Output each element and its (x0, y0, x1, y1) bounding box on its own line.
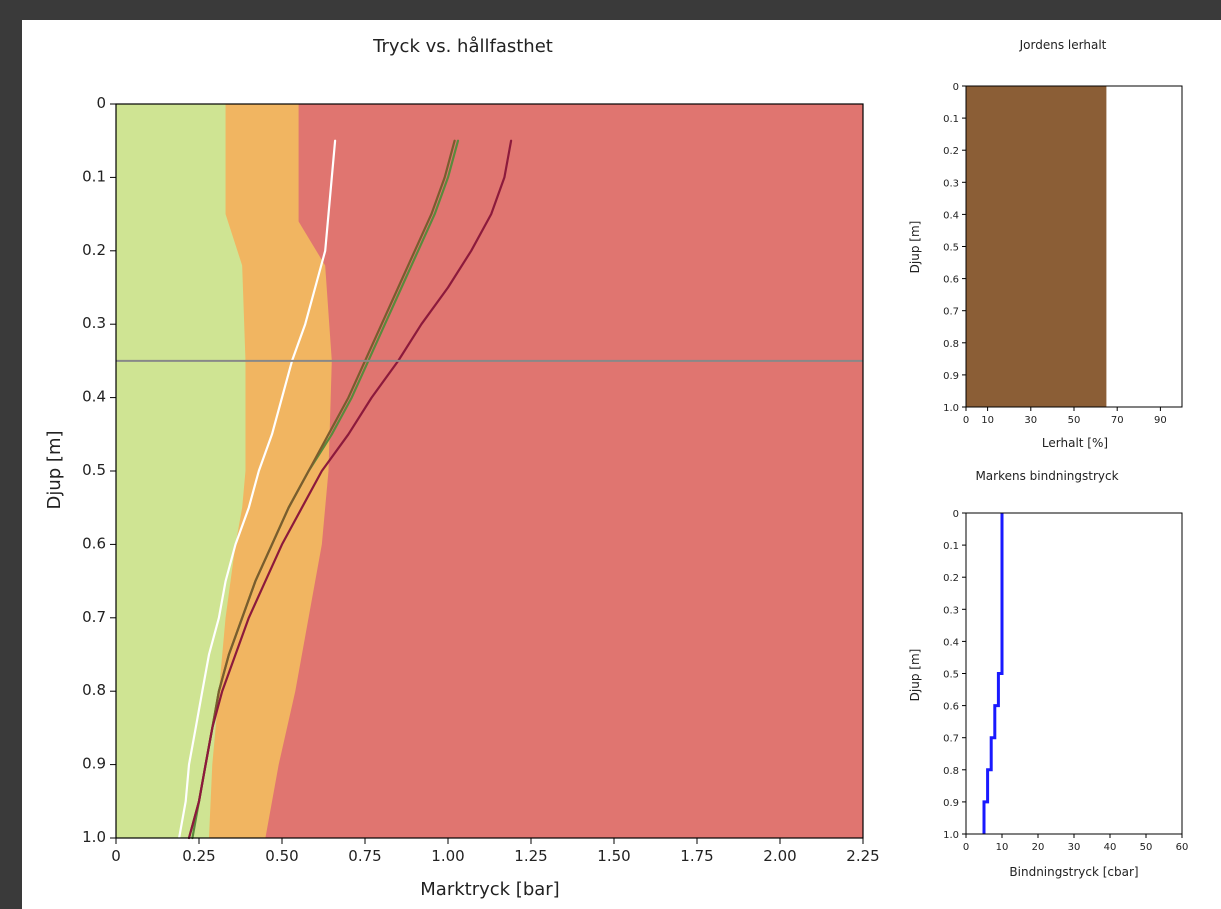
binding-x-tick-label: 0 (963, 842, 969, 853)
clay-x-tick-label: 50 (1068, 415, 1081, 426)
binding-y-tick-label: 0.9 (943, 798, 959, 809)
main-y-tick-label: 0.9 (82, 755, 106, 773)
clay-x-tick-label: 0 (963, 415, 969, 426)
clay-y-axis-label: Djup [m] (908, 221, 922, 274)
clay-y-tick-label: 0.2 (943, 146, 959, 157)
binding-y-tick-label: 0.4 (943, 637, 959, 648)
main-y-tick-label: 0.5 (82, 461, 106, 479)
binding-x-tick-label: 40 (1104, 842, 1117, 853)
binding-x-tick-label: 50 (1140, 842, 1153, 853)
main-x-ticks: 0 0.25 0.50 0.75 1.00 1.25 1.50 1.75 2.00 2.25 (111, 838, 879, 865)
binding-x-tick-label: 30 (1068, 842, 1081, 853)
binding-y-ticks: 0 0.1 0.2 0.3 0.4 0.5 0.6 0.7 0.8 0.9 1.0 (943, 509, 966, 841)
binding-y-tick-label: 0.3 (943, 605, 959, 616)
main-x-tick-label: 0.25 (182, 847, 215, 865)
clay-chart-title: Jordens lerhalt (1019, 38, 1107, 52)
main-y-tick-label: 0.4 (82, 388, 106, 406)
main-y-tick-label: 0.8 (82, 681, 106, 699)
main-y-tick-label: 1.0 (82, 828, 106, 846)
binding-y-tick-label: 0.1 (943, 541, 959, 552)
binding-y-tick-label: 0.7 (943, 734, 959, 745)
main-y-tick-label: 0 (96, 94, 106, 112)
main-x-tick-label: 1.75 (680, 847, 713, 865)
main-x-axis-label: Marktryck [bar] (420, 879, 559, 900)
clay-bar (966, 86, 1106, 407)
clay-y-tick-label: 0.1 (943, 114, 959, 125)
main-x-tick-label: 1.25 (514, 847, 547, 865)
binding-y-tick-label: 0.5 (943, 670, 959, 681)
binding-y-tick-label: 0 (953, 509, 959, 520)
clay-y-tick-label: 0.4 (943, 210, 959, 221)
clay-x-tick-label: 10 (981, 415, 994, 426)
binding-chart-title: Markens bindningstryck (975, 469, 1118, 483)
binding-chart: Markens bindningstryck 0 10 20 30 40 50 60 0 0.… (908, 469, 1188, 879)
clay-y-tick-label: 0.7 (943, 307, 959, 318)
binding-y-tick-label: 0.2 (943, 573, 959, 584)
main-y-tick-label: 0.3 (82, 314, 106, 332)
main-zones (116, 104, 863, 838)
main-x-tick-label: 1.50 (597, 847, 630, 865)
clay-x-axis-label: Lerhalt [%] (1042, 436, 1108, 450)
binding-x-axis-label: Bindningstryck [cbar] (1009, 865, 1138, 879)
binding-y-tick-label: 0.6 (943, 702, 959, 713)
main-x-tick-label: 2.00 (763, 847, 796, 865)
main-y-ticks: 0 0.1 0.2 0.3 0.4 0.5 0.6 0.7 0.8 0.9 1.0 (82, 94, 116, 846)
binding-x-tick-label: 10 (996, 842, 1009, 853)
main-y-tick-label: 0.6 (82, 534, 106, 552)
clay-chart: Jordens lerhalt 0 10 30 50 70 90 0 0.1 0.2 0.3 0.… (908, 38, 1182, 450)
clay-y-tick-label: 1.0 (943, 403, 959, 414)
binding-x-tick-label: 60 (1176, 842, 1189, 853)
clay-x-tick-label: 70 (1111, 415, 1124, 426)
binding-y-axis-label: Djup [m] (908, 649, 922, 702)
main-chart-title: Tryck vs. hållfasthet (372, 36, 553, 57)
clay-y-tick-label: 0.5 (943, 243, 959, 254)
main-x-tick-label: 2.25 (846, 847, 879, 865)
main-y-tick-label: 0.1 (82, 167, 106, 185)
clay-y-tick-label: 0.6 (943, 275, 959, 286)
main-x-tick-label: 0 (111, 847, 121, 865)
clay-y-ticks: 0 0.1 0.2 0.3 0.4 0.5 0.6 0.7 0.8 0.9 1.0 (943, 82, 966, 414)
binding-x-tick-label: 20 (1032, 842, 1045, 853)
main-x-tick-label: 0.75 (348, 847, 381, 865)
binding-line (984, 513, 1002, 834)
binding-y-tick-label: 1.0 (943, 830, 959, 841)
main-y-tick-label: 0.7 (82, 608, 106, 626)
main-chart: Tryck vs. hållfasthet 0 0.25 0.50 0.75 1.00 1… (44, 36, 880, 900)
main-y-axis-label: Djup [m] (44, 431, 65, 510)
binding-lines (984, 513, 1002, 834)
clay-bars (966, 86, 1106, 407)
clay-x-ticks: 0 10 30 50 70 90 (963, 407, 1167, 426)
clay-x-tick-label: 30 (1024, 415, 1037, 426)
main-y-tick-label: 0.2 (82, 241, 106, 259)
main-x-tick-label: 1.00 (431, 847, 464, 865)
binding-y-tick-label: 0.8 (943, 766, 959, 777)
clay-y-tick-label: 0.9 (943, 371, 959, 382)
clay-y-tick-label: 0.8 (943, 339, 959, 350)
clay-x-tick-label: 90 (1154, 415, 1167, 426)
clay-y-tick-label: 0.3 (943, 178, 959, 189)
clay-y-tick-label: 0 (953, 82, 959, 93)
main-x-tick-label: 0.50 (265, 847, 298, 865)
binding-x-ticks: 0 10 20 30 40 50 60 (963, 834, 1189, 853)
